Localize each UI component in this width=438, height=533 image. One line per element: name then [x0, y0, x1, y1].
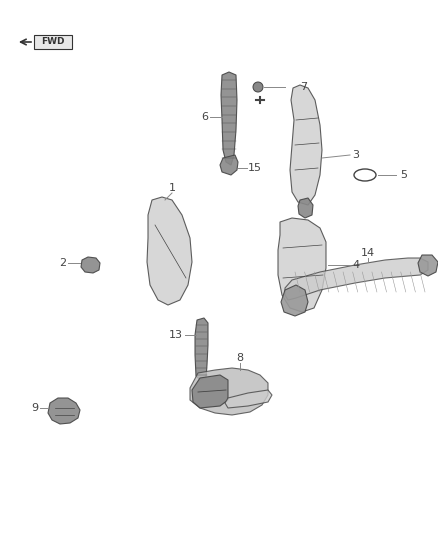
Text: 15: 15: [248, 163, 262, 173]
Text: 9: 9: [31, 403, 38, 413]
FancyBboxPatch shape: [34, 35, 72, 49]
Polygon shape: [190, 368, 268, 415]
Polygon shape: [298, 198, 313, 218]
Polygon shape: [278, 218, 326, 312]
Polygon shape: [81, 257, 100, 273]
Polygon shape: [225, 390, 272, 408]
Text: 7: 7: [300, 82, 307, 92]
Polygon shape: [195, 318, 208, 380]
Text: 1: 1: [169, 183, 176, 193]
Text: 13: 13: [169, 330, 183, 340]
Text: 3: 3: [352, 150, 359, 160]
Text: 6: 6: [201, 112, 208, 122]
Text: 8: 8: [237, 353, 244, 363]
Text: 2: 2: [59, 258, 66, 268]
Polygon shape: [221, 72, 237, 165]
Text: FWD: FWD: [41, 37, 65, 46]
Text: 14: 14: [361, 248, 375, 258]
Polygon shape: [290, 85, 322, 205]
Polygon shape: [418, 255, 438, 276]
Polygon shape: [285, 258, 428, 300]
Polygon shape: [281, 285, 308, 316]
Polygon shape: [192, 375, 228, 408]
Text: 4: 4: [352, 260, 359, 270]
Circle shape: [253, 82, 263, 92]
Text: 5: 5: [400, 170, 407, 180]
Polygon shape: [220, 155, 238, 175]
Polygon shape: [147, 197, 192, 305]
Polygon shape: [48, 398, 80, 424]
